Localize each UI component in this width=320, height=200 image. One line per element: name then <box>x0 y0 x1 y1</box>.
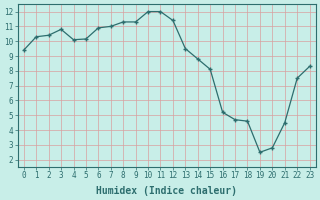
X-axis label: Humidex (Indice chaleur): Humidex (Indice chaleur) <box>96 186 237 196</box>
